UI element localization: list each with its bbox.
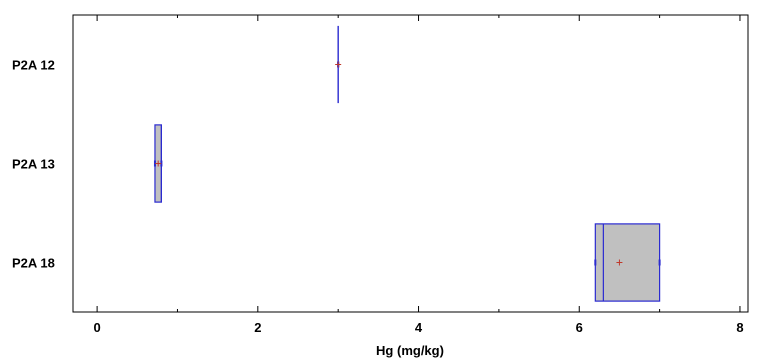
y-category-label: P2A 12 — [12, 58, 55, 73]
x-axis-title: Hg (mg/kg) — [376, 343, 444, 358]
x-tick-label: 0 — [93, 320, 100, 335]
x-tick-label: 6 — [576, 320, 583, 335]
box-series — [153, 25, 661, 302]
plot-frame — [72, 14, 749, 313]
x-tick-label: 2 — [254, 320, 261, 335]
box-rect — [594, 223, 661, 302]
y-category-label: P2A 18 — [12, 256, 55, 271]
y-category-label: P2A 13 — [12, 157, 55, 172]
y-axis-labels: P2A 12 P2A 13 P2A 18 — [12, 58, 55, 271]
x-axis: 0 2 4 6 8 — [93, 15, 744, 335]
x-tick-label: 8 — [736, 320, 743, 335]
x-tick-label: 4 — [415, 320, 423, 335]
